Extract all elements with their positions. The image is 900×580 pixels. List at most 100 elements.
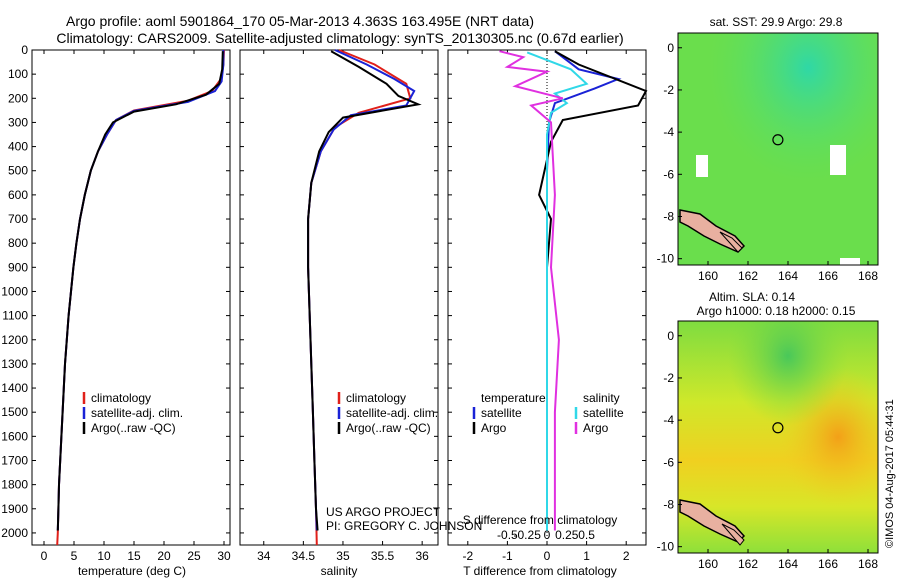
depth-tick-label: 1800	[1, 478, 28, 492]
depth-tick-label: 1700	[1, 453, 28, 467]
profile-series	[56, 49, 648, 546]
series-line-climatology	[307, 49, 412, 546]
sst-map	[677, 32, 879, 266]
legend-temperature-heading: temperature	[481, 391, 546, 405]
legend-s-satellite: satellite	[583, 406, 624, 420]
depth-tick-label: 1400	[1, 381, 28, 395]
depth-ticks: 0 100 200 300 400 500 600 700 800 900 1000 1100 1200…	[1, 43, 646, 540]
temperature-axes: 0 5 10 15 20 25 30	[41, 50, 231, 563]
salinity-difference-tick-label: 0.5	[578, 528, 595, 542]
x-tick-label: 20	[157, 549, 171, 563]
legend-salinity-heading: salinity	[583, 391, 620, 405]
x-tick-label: 35.5	[371, 549, 395, 563]
x-tick-label: 1	[583, 549, 590, 563]
legend-satellite: satellite-adj. clim.	[91, 406, 183, 420]
depth-tick-label: 400	[8, 140, 28, 154]
map-y-tick-label: 0	[667, 329, 674, 343]
series-line-argo-raw-qc	[307, 50, 422, 531]
legend-s-argo: Argo	[583, 421, 609, 435]
depth-tick-label: 800	[8, 236, 28, 250]
map-x-tick-label: 162	[738, 557, 758, 571]
depth-tick-label: 900	[8, 260, 28, 274]
x-tick-label: -1	[502, 549, 513, 563]
t-difference-axis-label: T difference from climatology	[463, 564, 617, 578]
temperature-panel-frame	[31, 49, 231, 546]
map-y-tick-label: -10	[657, 540, 675, 554]
series-line-satellite-adj-clim	[307, 49, 416, 531]
legend-argo: Argo(..raw -QC)	[346, 421, 431, 435]
figure-title-line1: Argo profile: aoml 5901864_170 05-Mar-20…	[66, 13, 534, 29]
map-x-tick-label: 166	[818, 557, 838, 571]
x-tick-label: 34.5	[292, 549, 316, 563]
sst-cloud-gap	[840, 258, 860, 265]
salinity-axes: 34 34.5 35 35.5 36	[257, 50, 429, 563]
depth-tick-label: 1300	[1, 357, 28, 371]
sla-map-title-line1: Altim. SLA: 0.14	[709, 290, 795, 304]
depth-tick-label: 0	[21, 43, 28, 57]
depth-tick-label: 1900	[1, 502, 28, 516]
x-tick-label: 25	[187, 549, 201, 563]
depth-tick-label: 200	[8, 91, 28, 105]
sst-cloud-gap	[696, 155, 708, 177]
sst-map-title: sat. SST: 29.9 Argo: 29.8	[710, 15, 843, 29]
x-tick-label: -2	[462, 549, 473, 563]
s-difference-axis-label: S difference from climatology	[463, 513, 618, 527]
sla-map-title-line2: Argo h1000: 0.18 h2000: 0.15	[697, 304, 856, 318]
depth-tick-label: 1200	[1, 333, 28, 347]
depth-tick-label: 1000	[1, 284, 28, 298]
figure-title-line2: Climatology: CARS2009. Satellite-adjuste…	[56, 30, 623, 46]
salinity-legend: climatology satellite-adj. clim. Argo(..…	[337, 391, 438, 435]
imos-timestamp-stamp: ©IMOS 04-Aug-2017 05:44:31	[884, 399, 896, 548]
series-line-argo-raw-qc	[56, 51, 224, 531]
temperature-legend: climatology satellite-adj. clim. Argo(..…	[82, 391, 183, 435]
legend-t-argo: Argo	[481, 421, 507, 435]
map-y-tick-label: -4	[663, 413, 674, 427]
temperature-axis-label: temperature (deg C)	[78, 564, 186, 578]
argo-float-location-marker	[772, 422, 784, 434]
map-x-tick-label: 168	[858, 557, 878, 571]
series-line-temperature-satellite	[546, 50, 622, 531]
x-tick-label: 0	[41, 549, 48, 563]
depth-tick-label: 1100	[2, 309, 28, 323]
map-x-tick-label: 160	[698, 269, 718, 283]
map-x-tick-label: 164	[778, 269, 798, 283]
x-tick-label: 34	[257, 549, 271, 563]
map-y-tick-label: -8	[663, 209, 674, 223]
sst-map-frame	[677, 32, 879, 266]
legend-t-satellite: satellite	[481, 406, 522, 420]
depth-tick-label: 1500	[1, 405, 28, 419]
x-tick-label: 10	[97, 549, 111, 563]
series-line-satellite-adj-clim	[56, 50, 225, 531]
map-y-tick-label: 0	[667, 41, 674, 55]
legend-climatology: climatology	[346, 391, 406, 405]
map-axes: 160 162 164 166 168 0 -2 -4 -6 -8 -10 160 162 164 166 1…	[657, 41, 879, 571]
series-line-climatology	[56, 49, 225, 546]
legend-satellite: satellite-adj. clim.	[346, 406, 438, 420]
map-y-tick-label: -10	[657, 252, 675, 266]
depth-tick-label: 500	[8, 164, 28, 178]
depth-tick-label: 600	[8, 188, 28, 202]
project-note-line1: US ARGO PROJECT	[326, 505, 441, 519]
depth-tick-label: 2000	[1, 526, 28, 540]
salinity-difference-tick-label: -0.25	[514, 528, 542, 542]
sst-cloud-gap	[830, 145, 846, 175]
x-tick-label: 30	[217, 549, 231, 563]
depth-tick-label: 1600	[1, 429, 28, 443]
x-tick-label: 2	[623, 549, 630, 563]
salinity-difference-tick-label: 0.25	[555, 528, 579, 542]
x-tick-label: 0	[544, 549, 551, 563]
depth-tick-label: 700	[8, 212, 28, 226]
legend-climatology: climatology	[91, 391, 151, 405]
series-line-salinity-argo	[499, 50, 564, 531]
depth-tick-label: 100	[8, 67, 28, 81]
map-x-tick-label: 166	[818, 269, 838, 283]
map-x-tick-label: 162	[738, 269, 758, 283]
map-y-tick-label: -6	[663, 167, 674, 181]
argo-float-location-marker	[772, 134, 784, 146]
map-x-tick-label: 168	[858, 269, 878, 283]
legend-argo: Argo(..raw -QC)	[91, 421, 176, 435]
sla-map-frame	[677, 320, 879, 554]
project-note-line2: PI: GREGORY C. JOHNSON	[326, 519, 482, 533]
map-y-tick-label: -6	[663, 455, 674, 469]
